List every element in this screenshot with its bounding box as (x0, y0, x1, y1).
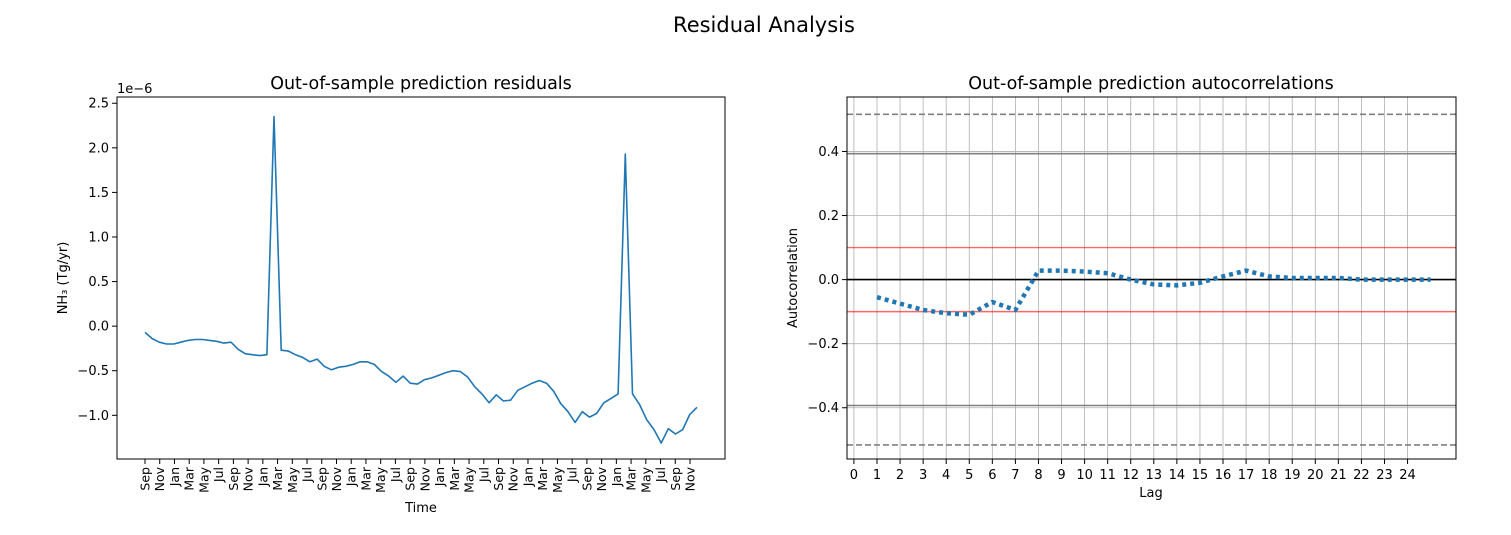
residuals-xtick-label: Nov (241, 466, 256, 491)
autocorrelation-ytick-label: 0.0 (818, 273, 839, 288)
autocorrelation-xtick-label: 2 (896, 468, 904, 483)
residuals-xtick-label: Jan (344, 467, 359, 487)
autocorrelation-ytick-label: 0.2 (818, 209, 839, 224)
residuals-title: Out-of-sample prediction residuals (270, 74, 572, 94)
figure-suptitle: Residual Analysis (673, 13, 855, 37)
residuals-xtick-label: Sep (579, 467, 594, 491)
autocorrelation-ytick-label: −0.4 (807, 401, 839, 416)
autocorrelation-chart: Out-of-sample prediction autocorrelation… (786, 74, 1457, 501)
autocorrelation-ytick-label: 0.4 (818, 145, 839, 160)
residuals-xtick-label: Nov (417, 466, 432, 491)
residuals-xtick-label: Mar (624, 466, 639, 490)
residuals-xtick-label: Mar (535, 466, 550, 490)
autocorrelation-xtick-label: 1 (873, 468, 881, 483)
residuals-xtick-label: Mar (182, 466, 197, 490)
autocorrelation-xtick-label: 15 (1192, 468, 1209, 483)
residuals-xtick-label: May (550, 466, 565, 492)
residuals-offset-text: 1e−6 (117, 82, 152, 97)
residuals-xtick-label: Jan (432, 467, 447, 487)
autocorrelation-plot-frame (846, 96, 1457, 460)
residuals-xtick-label: Sep (403, 467, 418, 491)
residuals-xtick-label: Nov (152, 466, 167, 491)
autocorrelation-xtick-label: 22 (1353, 468, 1370, 483)
residuals-xtick-label: May (285, 466, 300, 492)
autocorrelation-xtick-label: 20 (1307, 468, 1324, 483)
autocorrelation-xtick-label: 5 (965, 468, 973, 483)
residuals-xtick-label: Mar (447, 466, 462, 490)
autocorrelation-xtick-label: 14 (1169, 468, 1186, 483)
autocorrelation-xtick-label: 10 (1076, 468, 1093, 483)
residuals-xtick-label: May (196, 466, 211, 492)
autocorrelation-xtick-label: 16 (1215, 468, 1232, 483)
autocorrelation-series-line (876, 268, 1431, 318)
autocorrelation-xtick-label: 6 (988, 468, 996, 483)
residuals-xtick-label: Mar (270, 466, 285, 490)
residuals-xtick-label: Jan (520, 467, 535, 487)
residuals-xtick-label: Jan (167, 467, 182, 487)
autocorrelation-xtick-label: 13 (1146, 468, 1163, 483)
residuals-xlabel: Time (404, 501, 437, 516)
residuals-xtick-label: May (638, 466, 653, 492)
residuals-ylabel: NH₃ (Tg/yr) (56, 242, 71, 315)
autocorrelation-title: Out-of-sample prediction autocorrelation… (968, 74, 1334, 94)
residuals-xtick-label: Sep (491, 467, 506, 491)
autocorrelation-xtick-label: 0 (850, 468, 858, 483)
residuals-xtick-label: Nov (506, 466, 521, 491)
autocorrelation-xtick-label: 17 (1238, 468, 1255, 483)
residuals-xtick-label: Jul (565, 467, 580, 483)
autocorrelation-xtick-label: 21 (1330, 468, 1347, 483)
residuals-xtick-label: Sep (138, 467, 153, 491)
autocorrelation-ylabel: Autocorrelation (786, 228, 801, 328)
residuals-xtick-label: May (373, 466, 388, 492)
residuals-xtick-label: May (462, 466, 477, 492)
residuals-xtick-label: Nov (594, 466, 609, 491)
residuals-ytick-label: 0.5 (88, 275, 109, 290)
residuals-xtick-label: Sep (668, 467, 683, 491)
autocorrelation-marks: −0.4−0.20.00.20.40 1 2 3 4 5 6 7 8 9 10 11 12 13 14 15 1… (807, 97, 1456, 483)
residuals-ytick-label: 2.5 (88, 97, 109, 112)
autocorrelation-xtick-label: 12 (1122, 468, 1139, 483)
autocorrelation-xtick-label: 3 (919, 468, 927, 483)
residuals-xtick-label: Jul (476, 467, 491, 483)
residuals-xtick-label: Mar (358, 466, 373, 490)
autocorrelation-xtick-label: 18 (1261, 468, 1278, 483)
residuals-xtick-label: Jan (255, 467, 270, 487)
residuals-ytick-label: 0.0 (88, 320, 109, 335)
residuals-xtick-label: Jul (300, 467, 315, 483)
autocorrelation-xtick-label: 24 (1399, 468, 1416, 483)
residuals-xtick-label: Sep (314, 467, 329, 491)
residuals-ytick-label: −0.5 (77, 364, 109, 379)
autocorrelation-xtick-label: 8 (1034, 468, 1042, 483)
residuals-ytick-label: 2.0 (88, 141, 109, 156)
autocorrelation-xtick-label: 23 (1376, 468, 1393, 483)
residuals-ytick-label: −1.0 (77, 409, 109, 424)
autocorrelation-xtick-label: 9 (1057, 468, 1065, 483)
residuals-xtick-label: Nov (329, 466, 344, 491)
residuals-xtick-label: Jul (211, 467, 226, 483)
residuals-xtick-label: Jul (388, 467, 403, 483)
residuals-xtick-label: Jul (653, 467, 668, 483)
autocorrelation-xtick-label: 11 (1099, 468, 1116, 483)
residuals-ytick-label: 1.0 (88, 230, 109, 245)
residuals-ytick-label: 1.5 (88, 186, 109, 201)
autocorrelation-xtick-label: 4 (942, 468, 950, 483)
autocorrelation-xtick-label: 19 (1284, 468, 1301, 483)
residuals-xtick-label: Sep (226, 467, 241, 491)
autocorrelation-xtick-label: 7 (1011, 468, 1019, 483)
residuals-xtick-label: Jan (609, 467, 624, 487)
residuals-series-line (144, 115, 698, 444)
autocorrelation-xlabel: Lag (1139, 486, 1162, 501)
autocorrelation-ytick-label: −0.2 (807, 337, 839, 352)
residuals-plot-frame (116, 96, 726, 460)
residuals-chart: Out-of-sample prediction residuals 1e−6 … (56, 74, 726, 516)
residuals-xtick-label: Nov (683, 466, 698, 491)
